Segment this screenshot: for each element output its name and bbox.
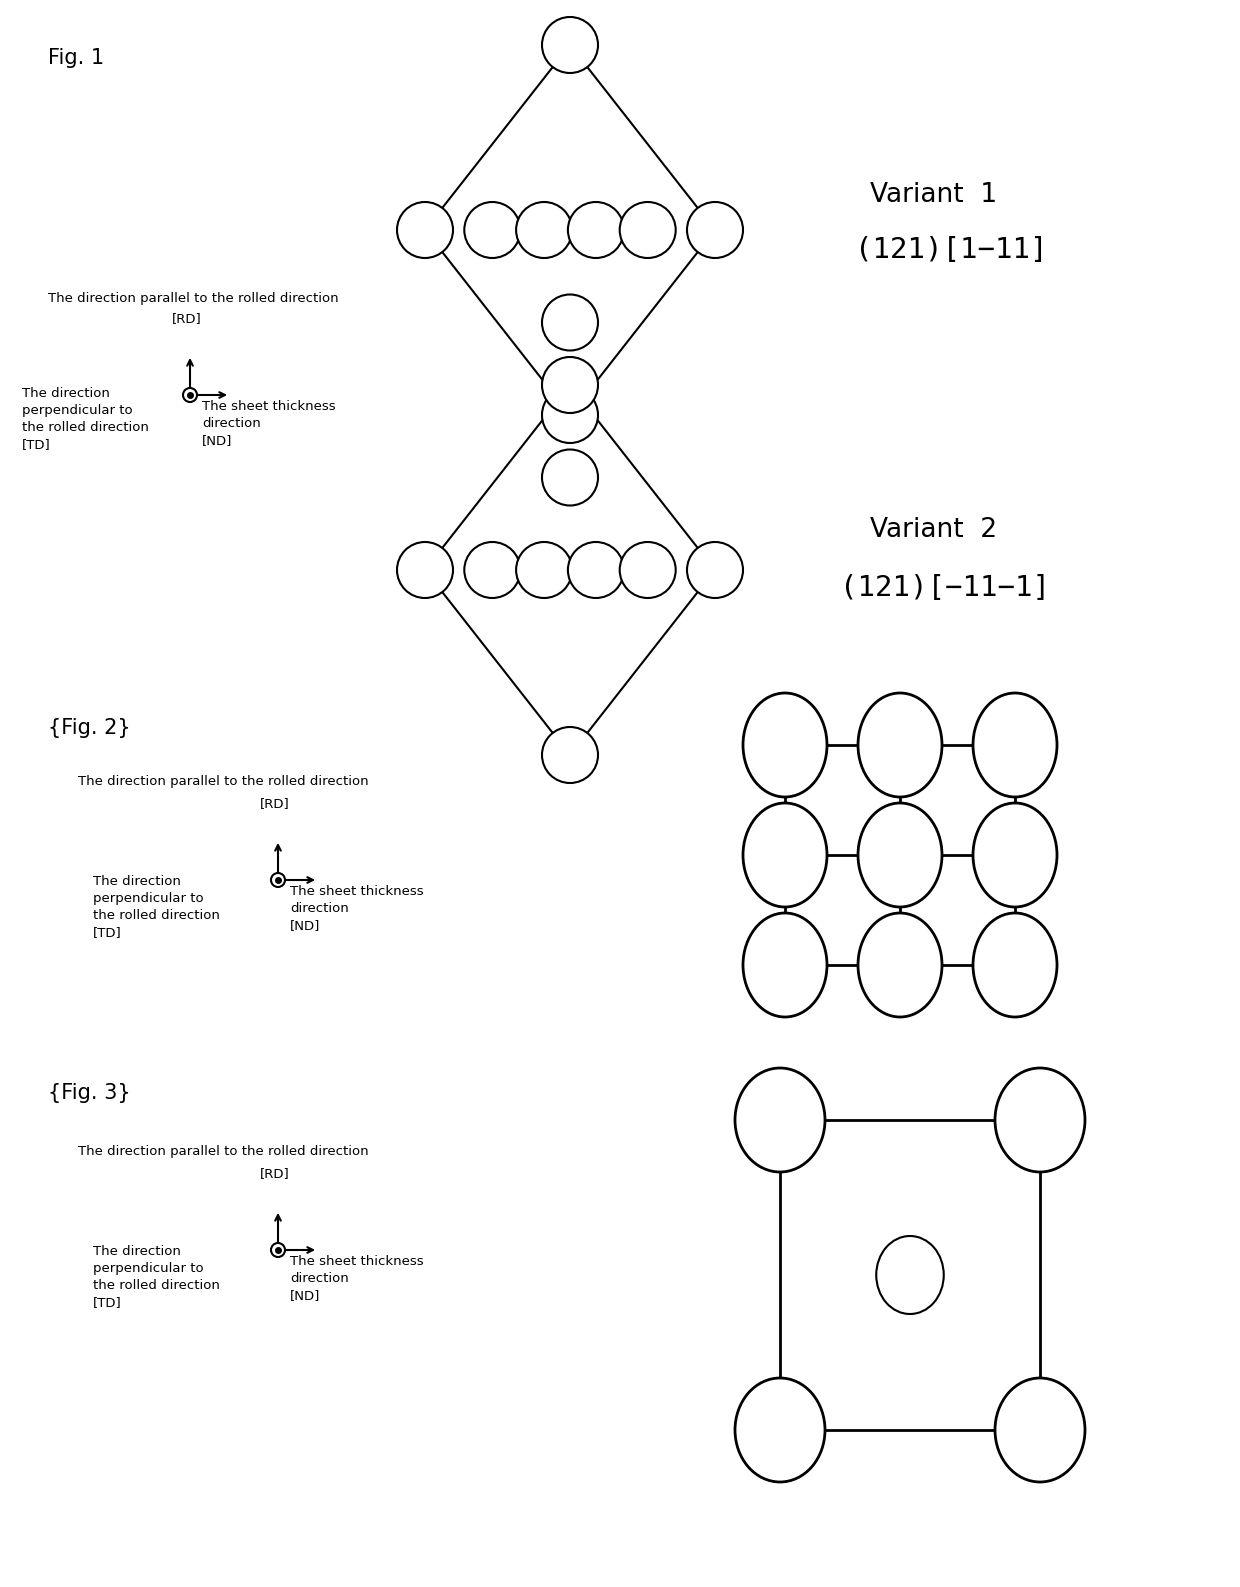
Circle shape bbox=[568, 543, 624, 598]
Circle shape bbox=[184, 387, 197, 402]
Circle shape bbox=[542, 387, 598, 443]
Circle shape bbox=[620, 202, 676, 259]
Ellipse shape bbox=[994, 1068, 1085, 1173]
Ellipse shape bbox=[858, 694, 942, 797]
Ellipse shape bbox=[973, 913, 1056, 1017]
Ellipse shape bbox=[877, 1236, 944, 1314]
Circle shape bbox=[397, 543, 453, 598]
Text: Variant  2: Variant 2 bbox=[870, 517, 997, 543]
Circle shape bbox=[542, 449, 598, 506]
Ellipse shape bbox=[735, 1068, 825, 1173]
Circle shape bbox=[516, 202, 572, 259]
Text: {Fig. 2}: {Fig. 2} bbox=[48, 717, 130, 738]
Circle shape bbox=[272, 1243, 285, 1257]
Text: (121)[−11−1]: (121)[−11−1] bbox=[839, 574, 1050, 601]
Circle shape bbox=[397, 202, 453, 259]
Ellipse shape bbox=[973, 803, 1056, 908]
Text: The sheet thickness
direction
[ND]: The sheet thickness direction [ND] bbox=[290, 1255, 424, 1301]
Text: [RD]: [RD] bbox=[260, 1166, 290, 1181]
Ellipse shape bbox=[735, 1378, 825, 1482]
Ellipse shape bbox=[994, 1378, 1085, 1482]
Circle shape bbox=[542, 357, 598, 413]
Circle shape bbox=[542, 295, 598, 351]
Circle shape bbox=[464, 543, 521, 598]
Text: The direction
perpendicular to
the rolled direction
[TD]: The direction perpendicular to the rolle… bbox=[93, 1244, 219, 1309]
Circle shape bbox=[516, 543, 572, 598]
Circle shape bbox=[464, 202, 521, 259]
Text: The direction parallel to the rolled direction: The direction parallel to the rolled dir… bbox=[78, 774, 368, 789]
Circle shape bbox=[272, 873, 285, 887]
Text: [RD]: [RD] bbox=[172, 313, 202, 325]
Text: The sheet thickness
direction
[ND]: The sheet thickness direction [ND] bbox=[290, 886, 424, 932]
Text: [RD]: [RD] bbox=[260, 797, 290, 809]
Circle shape bbox=[620, 543, 676, 598]
Text: The direction
perpendicular to
the rolled direction
[TD]: The direction perpendicular to the rolle… bbox=[93, 874, 219, 940]
Text: Variant  1: Variant 1 bbox=[870, 183, 997, 208]
Circle shape bbox=[542, 17, 598, 73]
Text: The direction
perpendicular to
the rolled direction
[TD]: The direction perpendicular to the rolle… bbox=[22, 387, 149, 451]
Text: (121)[1−11]: (121)[1−11] bbox=[856, 236, 1048, 263]
Ellipse shape bbox=[858, 913, 942, 1017]
Text: {Fig. 3}: {Fig. 3} bbox=[48, 1082, 130, 1103]
Text: Fig. 1: Fig. 1 bbox=[48, 48, 104, 68]
Circle shape bbox=[542, 727, 598, 782]
Ellipse shape bbox=[743, 913, 827, 1017]
Ellipse shape bbox=[743, 803, 827, 908]
Text: The direction parallel to the rolled direction: The direction parallel to the rolled dir… bbox=[48, 292, 339, 305]
Text: The sheet thickness
direction
[ND]: The sheet thickness direction [ND] bbox=[202, 400, 336, 448]
Ellipse shape bbox=[973, 694, 1056, 797]
Circle shape bbox=[687, 202, 743, 259]
Circle shape bbox=[568, 202, 624, 259]
Ellipse shape bbox=[743, 694, 827, 797]
Text: The direction parallel to the rolled direction: The direction parallel to the rolled dir… bbox=[78, 1144, 368, 1159]
Circle shape bbox=[687, 543, 743, 598]
Ellipse shape bbox=[858, 803, 942, 908]
